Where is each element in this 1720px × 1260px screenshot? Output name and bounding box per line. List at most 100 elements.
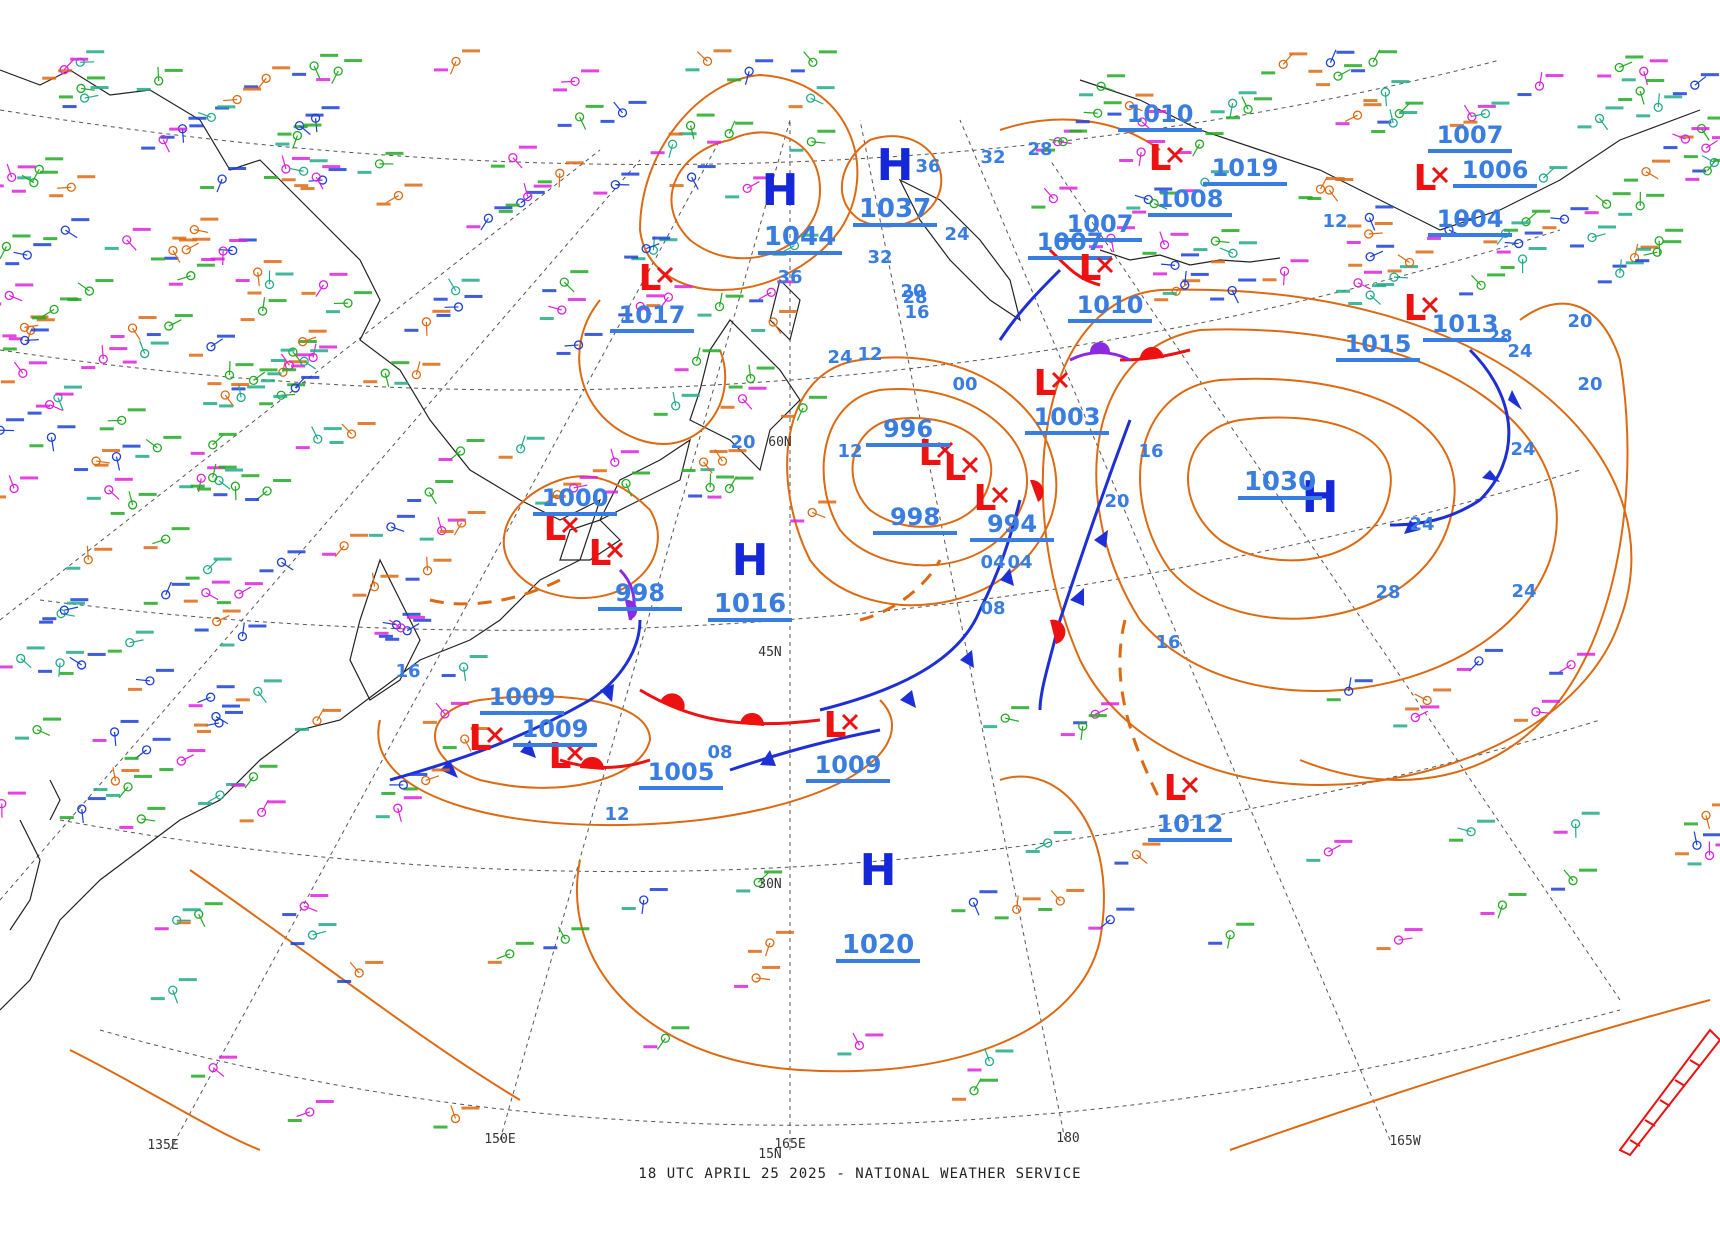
- obs-mark: [59, 816, 74, 820]
- obs-mark: [259, 569, 274, 573]
- station-circle: [206, 342, 216, 352]
- station-plot: [1456, 648, 1503, 672]
- obs-mark: [649, 888, 668, 892]
- obs-mark: [1326, 698, 1341, 702]
- obs-mark: [505, 203, 520, 207]
- obs-mark: [188, 704, 203, 708]
- obs-mark: [239, 819, 254, 823]
- wind-barb: [390, 526, 405, 532]
- station-plot: [1079, 74, 1126, 97]
- wind-barb: [1368, 232, 1383, 235]
- low-letter: L: [1414, 158, 1437, 199]
- obs-mark: [1484, 648, 1503, 652]
- obs-mark: [1635, 259, 1650, 263]
- obs-mark: [1298, 196, 1313, 200]
- station-circle: [127, 323, 138, 333]
- latitude-label: 60N: [768, 435, 791, 450]
- station-plot: [188, 334, 235, 357]
- station-plot: [466, 206, 513, 231]
- obs-mark: [1088, 714, 1107, 718]
- station-circle: [307, 930, 318, 940]
- obs-mark: [1405, 101, 1424, 105]
- station-circle: [1388, 118, 1398, 128]
- station-plot: [110, 316, 157, 341]
- wind-barb: [1619, 259, 1622, 274]
- wind-barb: [1080, 726, 1084, 741]
- station-circle: [523, 191, 533, 202]
- station-plot: [433, 1105, 480, 1129]
- obs-mark: [32, 316, 47, 320]
- obs-mark: [138, 492, 157, 496]
- obs-mark: [756, 366, 775, 370]
- station-circle: [220, 390, 230, 400]
- wind-barb: [1344, 114, 1358, 123]
- station-circle: [1680, 134, 1691, 144]
- station-circle: [456, 518, 467, 528]
- obs-mark: [187, 749, 206, 753]
- isobar: [1041, 288, 1633, 786]
- obs-mark: [127, 687, 142, 691]
- low-pressure-value: 1010: [1077, 291, 1144, 319]
- obs-mark: [322, 552, 337, 556]
- wind-barb: [520, 435, 526, 449]
- station-plot: [1387, 250, 1434, 273]
- station-circle: [1333, 71, 1343, 81]
- isobar-value-label: 24: [827, 347, 852, 368]
- low-pressure-value: 1009: [489, 683, 556, 711]
- lon-line-150e: [499, 119, 791, 1141]
- obs-mark: [385, 637, 400, 641]
- obs-mark: [1715, 843, 1720, 847]
- station-circle: [1635, 86, 1645, 96]
- isobar-value-label: 16: [1138, 441, 1163, 462]
- obs-mark: [259, 402, 274, 406]
- station-plot: [1459, 273, 1506, 296]
- station-plot: [0, 646, 45, 669]
- obs-mark: [1597, 280, 1612, 284]
- obs-mark: [1570, 207, 1589, 211]
- wind-barb: [1542, 167, 1554, 179]
- obs-mark: [1101, 702, 1120, 706]
- obs-mark: [1261, 71, 1276, 75]
- obs-mark: [1625, 55, 1644, 59]
- obs-mark: [1379, 50, 1398, 54]
- obs-mark: [132, 227, 151, 231]
- aleutians: [1099, 249, 1281, 266]
- obs-mark: [702, 349, 721, 353]
- station-plot: [207, 361, 254, 386]
- station-plot: [1480, 892, 1527, 919]
- obs-mark: [280, 348, 295, 352]
- isobar: [1186, 416, 1392, 562]
- wind-barb: [437, 516, 443, 531]
- obs-mark: [301, 375, 320, 379]
- obs-mark: [1491, 101, 1510, 105]
- obs-mark: [1376, 947, 1391, 951]
- station-plot: [143, 527, 190, 550]
- obs-mark: [1336, 289, 1351, 293]
- obs-mark: [277, 132, 292, 136]
- obs-mark: [281, 178, 296, 182]
- station-plot: [438, 438, 485, 461]
- station-plot: [1210, 91, 1257, 118]
- wind-barb: [115, 456, 121, 471]
- low-x-mark: [566, 744, 584, 762]
- station-plot: [1692, 155, 1719, 173]
- obs-mark: [102, 449, 121, 453]
- wind-barb: [197, 112, 212, 118]
- obs-mark: [653, 412, 668, 416]
- station-plot: [245, 479, 292, 502]
- obs-mark: [1142, 842, 1161, 846]
- obs-mark: [282, 913, 297, 917]
- isobar-value-label: 12: [1322, 211, 1347, 232]
- station-circle: [181, 245, 191, 255]
- station-circle: [339, 541, 349, 551]
- obs-mark: [621, 172, 640, 176]
- station-plot: [422, 701, 469, 724]
- obs-mark: [35, 404, 50, 408]
- obs-mark: [288, 360, 307, 364]
- low-pressure-value: 1000: [542, 484, 609, 512]
- obs-mark: [1528, 247, 1547, 251]
- obs-mark: [229, 239, 248, 243]
- obs-mark: [1553, 830, 1568, 834]
- wind-barb: [81, 809, 84, 824]
